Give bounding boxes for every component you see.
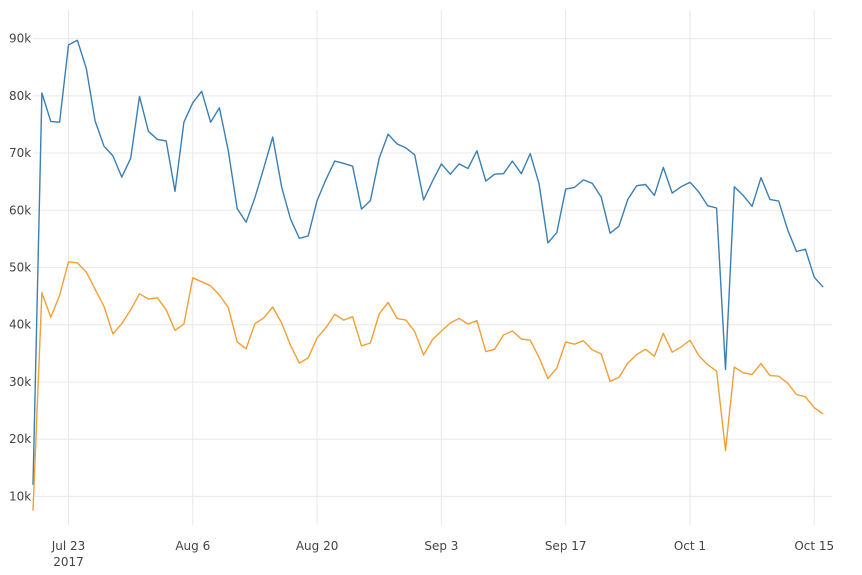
x-tick-label: Oct 1 [674, 539, 706, 553]
x-tick-sublabel: 2017 [53, 555, 84, 569]
y-axis: 10k 20k 30k 40k 50k 60k 70k 80k 90k [9, 32, 31, 504]
x-axis: Jul 23 2017 Aug 6 Aug 20 Sep 3 Sep 17 Oct 1 Oct… [51, 539, 834, 569]
series-line-2 [32, 261, 824, 511]
series-line-1 [32, 39, 824, 485]
x-tick-label: Oct 15 [794, 539, 834, 553]
y-tick-label: 80k [9, 89, 31, 103]
x-tick-label: Aug 6 [175, 539, 210, 553]
y-tick-label: 30k [9, 375, 31, 389]
x-tick-label: Sep 3 [424, 539, 458, 553]
y-tick-label: 10k [9, 489, 31, 503]
x-tick-label: Aug 20 [296, 539, 339, 553]
y-tick-label: 90k [9, 32, 31, 46]
y-tick-label: 70k [9, 146, 31, 160]
x-tick-label: Sep 17 [545, 539, 587, 553]
gridlines [33, 10, 832, 525]
y-tick-label: 50k [9, 261, 31, 275]
y-tick-label: 60k [9, 203, 31, 217]
y-tick-label: 20k [9, 432, 31, 446]
x-tick-label: Jul 23 [51, 539, 86, 553]
series-lines [32, 39, 824, 511]
y-tick-label: 40k [9, 318, 31, 332]
